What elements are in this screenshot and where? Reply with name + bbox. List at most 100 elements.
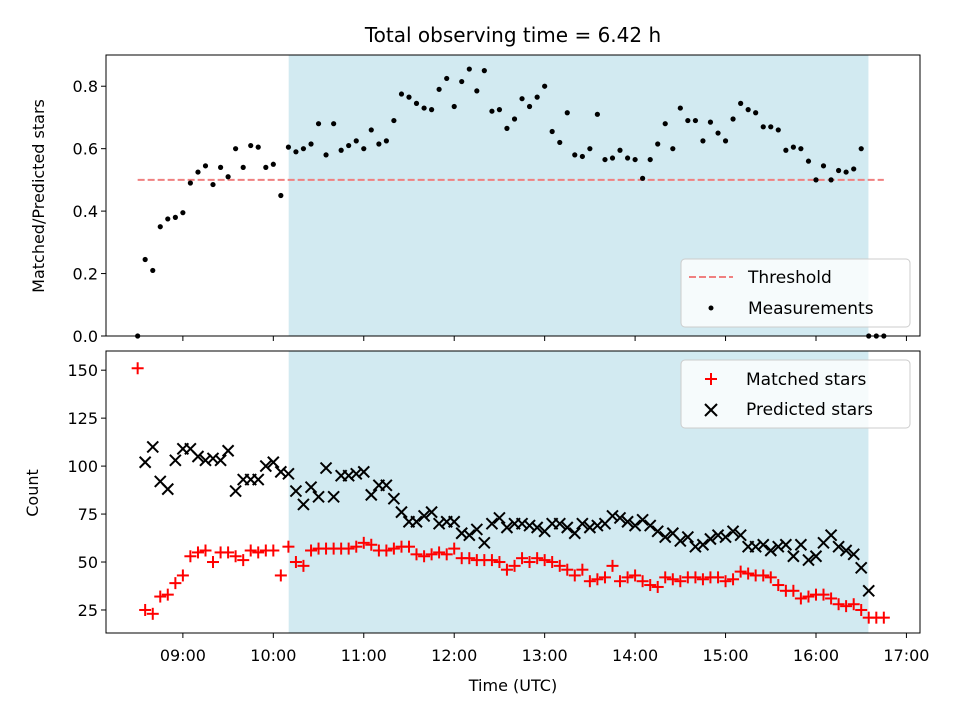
measurement-point	[534, 94, 540, 100]
predicted-star-point	[146, 440, 159, 454]
predicted-star-point	[862, 584, 875, 598]
predicted-star-point-stroke	[689, 540, 702, 553]
matched-star-point	[418, 550, 431, 563]
predicted-star-point-stroke	[613, 511, 627, 525]
predicted-star-point-stroke	[161, 482, 174, 496]
measurement-point	[677, 105, 683, 111]
measurement-point	[715, 130, 721, 136]
matched-star-point	[538, 554, 551, 567]
predicted-star-point	[395, 505, 408, 519]
y-tick-label: 50	[78, 553, 98, 572]
predicted-star-point	[643, 519, 657, 532]
predicted-star-point-stroke	[267, 456, 280, 469]
predicted-star-point	[764, 544, 777, 557]
x-tick-label: 12:00	[431, 646, 477, 665]
legend-threshold-label: Threshold	[747, 268, 832, 288]
x-tick-label: 16:00	[793, 646, 839, 665]
predicted-star-point	[357, 465, 370, 479]
predicted-star-point	[583, 521, 597, 534]
predicted-star-point-stroke	[726, 525, 740, 538]
predicted-star-point-stroke	[282, 467, 295, 480]
top-y-axis-label: Matched/Predicted stars	[29, 99, 48, 293]
measurement-point	[383, 138, 389, 144]
matched-star-point	[222, 546, 235, 559]
predicted-star-point-stroke	[523, 519, 536, 532]
predicted-star-point	[304, 480, 318, 494]
predicted-star-point-stroke	[214, 454, 227, 467]
measurement-point	[640, 175, 646, 181]
matched-star-point	[742, 567, 755, 580]
x-tick-label: 15:00	[702, 646, 748, 665]
y-tick-label: 0.8	[73, 77, 98, 96]
predicted-star-point-stroke	[289, 484, 303, 498]
predicted-star-point-stroke	[802, 553, 815, 567]
matched-star-point	[493, 556, 506, 569]
predicted-star-point	[704, 532, 717, 546]
predicted-star-point-stroke	[206, 452, 220, 465]
measurement-point	[617, 147, 623, 153]
predicted-star-point-stroke	[847, 548, 860, 561]
measurement-point	[263, 164, 269, 170]
predicted-star-point	[432, 517, 446, 530]
measurement-point	[353, 138, 359, 144]
predicted-star-point	[267, 456, 280, 469]
predicted-star-point	[289, 484, 303, 498]
measurement-point	[609, 155, 616, 161]
predicted-star-point	[855, 561, 868, 574]
matched-star-point	[576, 563, 589, 576]
chart-title: Total observing time = 6.42 h	[364, 23, 661, 47]
predicted-star-point-stroke	[787, 550, 800, 563]
predicted-star-point-stroke	[832, 540, 845, 553]
predicted-star-point-stroke	[606, 509, 619, 523]
predicted-star-point	[621, 515, 634, 528]
x-tick-label: 17:00	[883, 646, 929, 665]
matched-star-point	[644, 579, 657, 592]
measurement-point	[187, 180, 193, 186]
measurement-point	[700, 138, 706, 144]
measurement-point	[624, 155, 631, 161]
x-tick-label: 14:00	[612, 646, 658, 665]
measurement-point	[790, 144, 796, 150]
predicted-star-point-stroke	[297, 498, 310, 511]
predicted-star-point	[636, 513, 649, 527]
matched-star-point	[176, 569, 189, 582]
y-tick-label: 0.2	[73, 265, 98, 284]
y-tick-label: 0.6	[73, 140, 98, 159]
predicted-star-point	[613, 511, 627, 525]
predicted-star-point-stroke	[568, 527, 581, 540]
predicted-star-point	[824, 528, 838, 542]
predicted-star-point	[523, 519, 536, 532]
predicted-star-point	[229, 484, 242, 498]
matched-star-point	[629, 569, 642, 582]
bottom-axes-frame	[105, 350, 921, 634]
predicted-star-point-stroke	[704, 532, 717, 546]
predicted-star-point-stroke	[576, 517, 589, 530]
matched-star-point	[289, 556, 302, 569]
predicted-star-point-stroke	[493, 511, 506, 525]
predicted-star-point-stroke	[485, 517, 499, 530]
matched-star-point	[500, 563, 513, 576]
predicted-star-point	[282, 467, 295, 480]
top-axes-frame	[105, 54, 921, 337]
predicted-star-point	[365, 488, 378, 502]
predicted-star-point-stroke	[387, 492, 401, 505]
matched-star-point	[267, 544, 280, 557]
legend-measurements-label: Measurements	[748, 299, 874, 319]
matched-star-point	[305, 544, 318, 557]
measurement-point	[165, 216, 171, 222]
matched-star-point	[840, 600, 853, 613]
predicted-star-point	[576, 517, 589, 530]
measurement-point	[361, 146, 367, 152]
predicted-star-point	[749, 540, 762, 553]
measurement-point	[270, 161, 276, 167]
measurement-point	[496, 107, 503, 113]
measurement-point	[157, 224, 163, 230]
measurement-point	[391, 117, 397, 124]
measurement-point	[398, 91, 405, 97]
matched-star-point	[244, 544, 257, 557]
measurement-point	[564, 110, 570, 116]
bottom-panel: Count Time (UTC) 25 50 75 100 125 150 09:00 10:…	[23, 350, 929, 695]
predicted-star-point	[772, 540, 785, 553]
predicted-star-point	[802, 553, 815, 567]
top-legend-box	[680, 258, 911, 328]
